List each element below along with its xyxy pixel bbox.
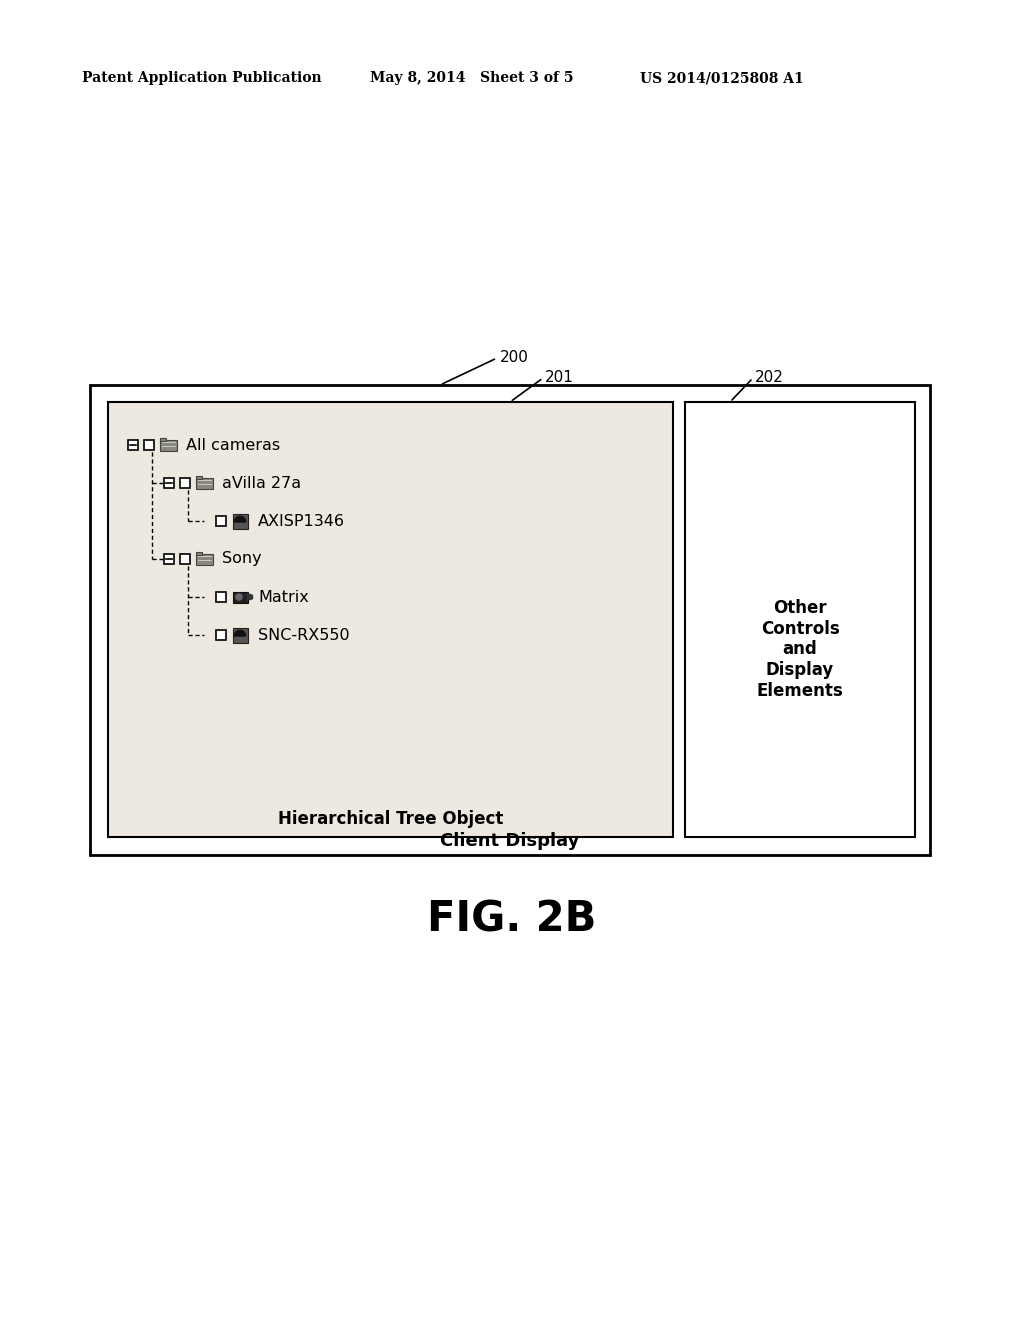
Polygon shape — [248, 594, 253, 601]
Bar — [144, 440, 154, 450]
Text: May 8, 2014   Sheet 3 of 5: May 8, 2014 Sheet 3 of 5 — [370, 71, 573, 84]
Text: Matrix: Matrix — [258, 590, 309, 605]
Bar — [180, 478, 190, 488]
Text: Patent Application Publication: Patent Application Publication — [82, 71, 322, 84]
Polygon shape — [234, 631, 246, 636]
Text: Sony: Sony — [222, 552, 261, 566]
Bar — [90, 385, 930, 855]
Bar — [196, 552, 203, 554]
Text: Other
Controls
and
Display
Elements: Other Controls and Display Elements — [757, 599, 844, 700]
Text: All cameras: All cameras — [186, 437, 281, 453]
Bar — [685, 403, 915, 837]
Bar — [196, 478, 213, 488]
Text: US 2014/0125808 A1: US 2014/0125808 A1 — [640, 71, 804, 84]
Circle shape — [236, 594, 242, 601]
Bar — [232, 591, 248, 602]
Bar — [196, 553, 213, 565]
Bar — [232, 513, 248, 528]
Text: 202: 202 — [755, 371, 784, 385]
Text: FIG. 2B: FIG. 2B — [427, 899, 597, 941]
Bar — [232, 627, 248, 643]
Bar — [108, 403, 673, 837]
Text: Hierarchical Tree Object: Hierarchical Tree Object — [278, 810, 503, 828]
Text: SNC-RX550: SNC-RX550 — [258, 627, 349, 643]
Bar — [216, 591, 226, 602]
Bar — [160, 440, 176, 450]
Bar — [164, 478, 174, 488]
Polygon shape — [234, 516, 246, 521]
Bar — [196, 475, 203, 479]
Bar — [160, 437, 166, 441]
Text: AXISP1346: AXISP1346 — [258, 513, 345, 528]
Bar — [128, 440, 138, 450]
Bar — [216, 516, 226, 525]
Bar — [180, 554, 190, 564]
Text: 201: 201 — [545, 371, 573, 385]
Text: 200: 200 — [500, 351, 528, 366]
Bar — [216, 630, 226, 640]
Text: aVilla 27a: aVilla 27a — [222, 475, 301, 491]
Text: Client Display: Client Display — [440, 832, 580, 850]
Bar — [164, 554, 174, 564]
